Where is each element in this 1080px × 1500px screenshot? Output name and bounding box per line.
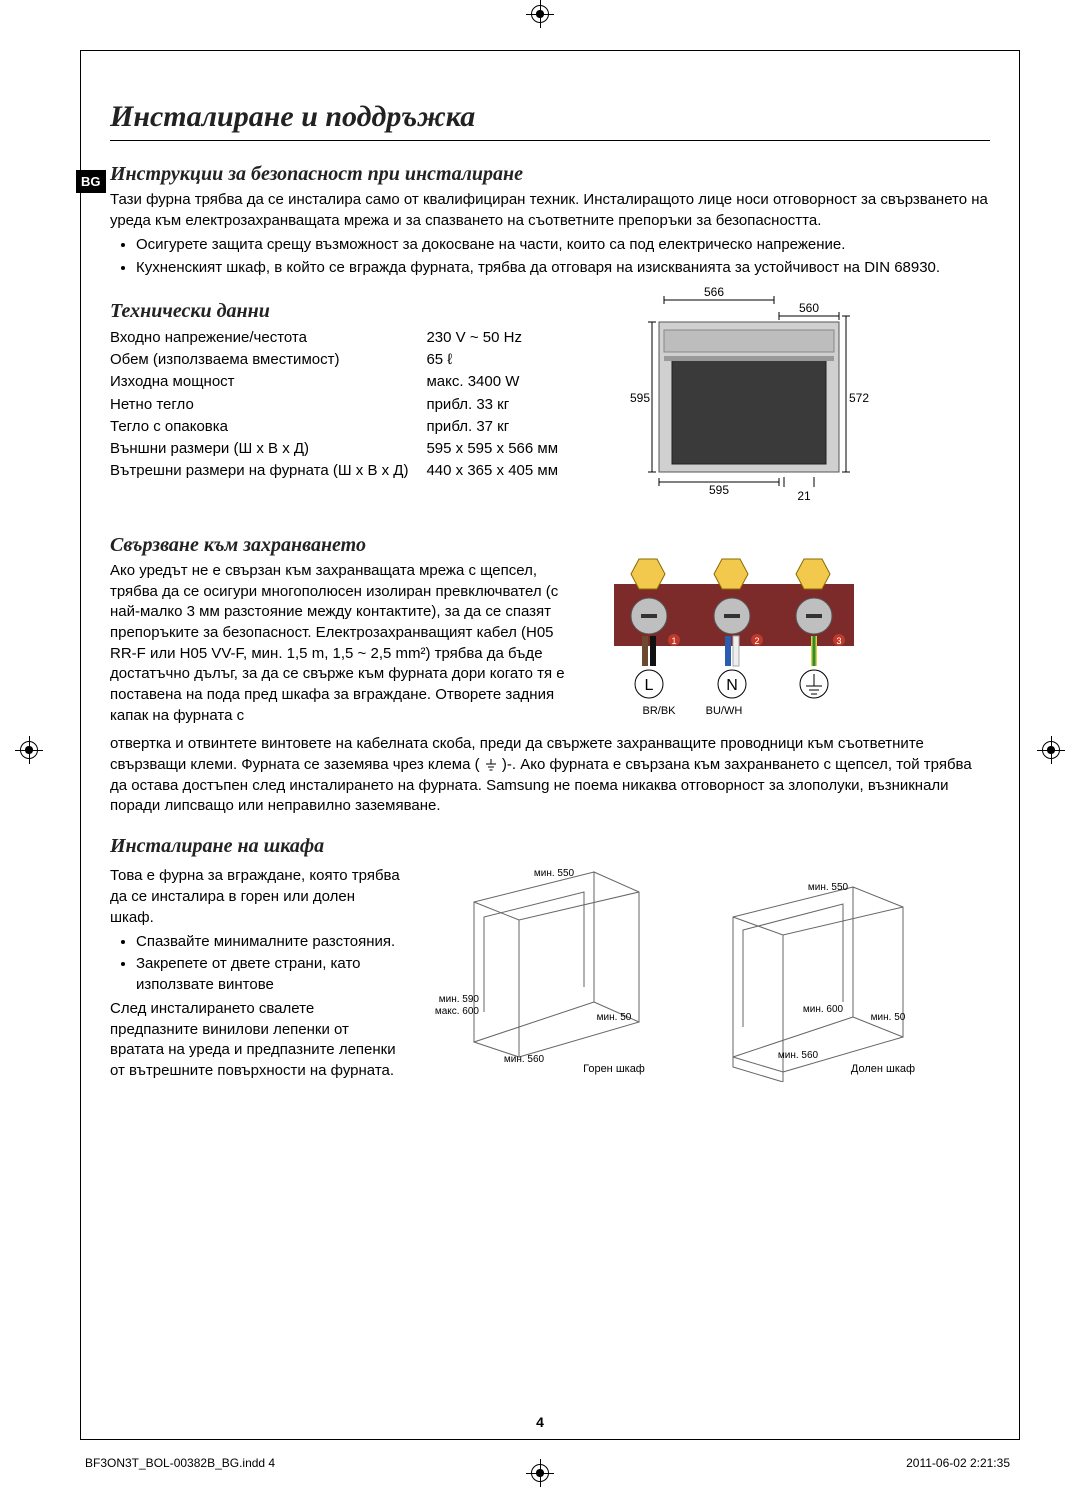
svg-text:560: 560 — [799, 301, 819, 315]
svg-text:595: 595 — [630, 391, 650, 405]
language-badge: BG — [76, 170, 106, 193]
lower-cabinet-figure: мин. 550 мин. 600 мин. 50 мин. 560 Долен… — [688, 862, 928, 1082]
power-paragraph-2: отвертка и отвинтете винтовете на кабелн… — [110, 734, 990, 817]
cabinet-bullet: Закрепете от двете страни, като използва… — [136, 954, 400, 995]
svg-text:1: 1 — [671, 636, 676, 646]
svg-text:BU/WH: BU/WH — [706, 705, 743, 717]
heading-safety: Инструкции за безопасност при инсталиран… — [110, 163, 990, 186]
svg-text:566: 566 — [704, 285, 724, 299]
svg-text:N: N — [726, 677, 738, 694]
heading-cabinet: Инсталиране на шкафа — [110, 835, 990, 858]
safety-bullet: Кухненският шкаф, в който се вгражда фур… — [136, 258, 990, 278]
svg-text:мин. 560: мин. 560 — [778, 1050, 819, 1061]
upper-cabinet-figure: мин. 550 мин. 590 макс. 600 мин. 50 мин.… — [424, 862, 664, 1082]
power-paragraph-1: Ако уредът не е свързан към захранващата… — [110, 561, 580, 727]
heading-power: Свързване към захранването — [110, 534, 580, 557]
cabinet-paragraph-1: Това е фурна за вграждане, която трябва … — [110, 866, 400, 928]
specs-table: Входно напрежение/честота230 V ~ 50 Hz О… — [110, 327, 576, 483]
svg-text:мин. 550: мин. 550 — [534, 868, 575, 879]
cabinet-paragraph-2: След инсталирането свалете предпазните в… — [110, 999, 400, 1082]
ground-icon — [484, 758, 498, 772]
svg-text:Долен шкаф: Долен шкаф — [851, 1063, 915, 1075]
footer-file: BF3ON3T_BOL-00382B_BG.indd 4 — [85, 1456, 275, 1470]
safety-bullet: Осигурете защита срещу възможност за док… — [136, 235, 990, 255]
terminal-block-figure: 1 2 3 L N BR/BK BU/WH — [604, 544, 864, 724]
oven-dimensions-figure: 566 560 595 572 5 — [604, 282, 874, 512]
svg-text:мин. 560: мин. 560 — [504, 1054, 545, 1065]
svg-text:2: 2 — [754, 636, 759, 646]
page-title: Инсталиране и поддръжка — [110, 100, 990, 134]
svg-text:макс. 600: макс. 600 — [435, 1006, 480, 1017]
svg-text:мин. 50: мин. 50 — [597, 1012, 632, 1023]
cabinet-bullet: Спазвайте минималните разстояния. — [136, 932, 400, 952]
safety-paragraph: Тази фурна трябва да се инсталира само о… — [110, 190, 990, 231]
svg-text:572: 572 — [849, 391, 869, 405]
svg-text:мин. 50: мин. 50 — [871, 1012, 906, 1023]
svg-text:мин. 590: мин. 590 — [439, 994, 480, 1005]
svg-text:Горен шкаф: Горен шкаф — [583, 1063, 645, 1075]
svg-text:мин. 550: мин. 550 — [808, 882, 849, 893]
footer-date: 2011-06-02 2:21:35 — [906, 1456, 1010, 1470]
svg-text:21: 21 — [797, 489, 811, 503]
svg-text:3: 3 — [836, 636, 841, 646]
svg-text:мин. 600: мин. 600 — [803, 1004, 844, 1015]
svg-text:L: L — [645, 677, 654, 694]
page-number: 4 — [536, 1414, 544, 1430]
svg-text:BR/BK: BR/BK — [642, 705, 676, 717]
heading-tech: Технически данни — [110, 300, 580, 323]
svg-text:595: 595 — [709, 483, 729, 497]
